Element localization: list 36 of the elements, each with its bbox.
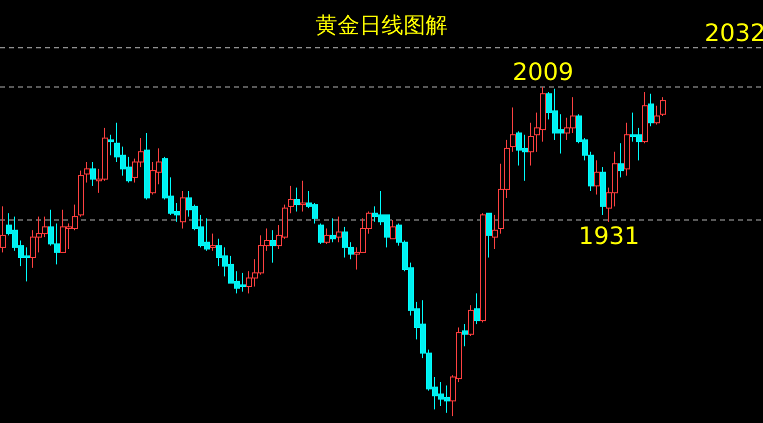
candlestick — [324, 228, 330, 244]
ref-line-label: 1931 — [578, 222, 640, 250]
candlestick — [594, 160, 600, 195]
candlestick — [510, 106, 516, 152]
candlestick — [294, 187, 300, 212]
candlestick — [318, 222, 324, 244]
candlestick — [336, 216, 342, 243]
candlestick — [618, 142, 624, 178]
candlestick — [390, 220, 396, 240]
ref-line-label: 2032 — [704, 18, 763, 47]
candlestick — [108, 134, 114, 156]
ref-line-label: 2009 — [512, 58, 574, 86]
candlestick — [660, 96, 666, 116]
candlestick — [210, 233, 216, 252]
candlestick — [288, 185, 294, 214]
candlestick — [84, 162, 90, 184]
candlestick — [270, 230, 276, 264]
candlestick — [600, 166, 606, 216]
text: 黄金日线图解 — [316, 14, 448, 38]
candlestick — [648, 93, 654, 127]
candlestick — [462, 324, 468, 347]
candlestick — [300, 180, 306, 212]
candlestick — [492, 214, 498, 250]
candlestick — [468, 304, 474, 337]
candlestick — [180, 190, 186, 230]
candlestick — [144, 132, 150, 200]
candlestick — [624, 122, 630, 176]
candlestick — [654, 105, 660, 126]
candlestick — [474, 292, 480, 325]
candlestick — [90, 162, 96, 186]
candlestick — [480, 212, 486, 323]
candlestick — [486, 212, 492, 258]
candlestick — [78, 170, 84, 218]
candlestick — [642, 92, 648, 144]
candlestick — [528, 122, 534, 166]
candlestick — [330, 218, 336, 243]
